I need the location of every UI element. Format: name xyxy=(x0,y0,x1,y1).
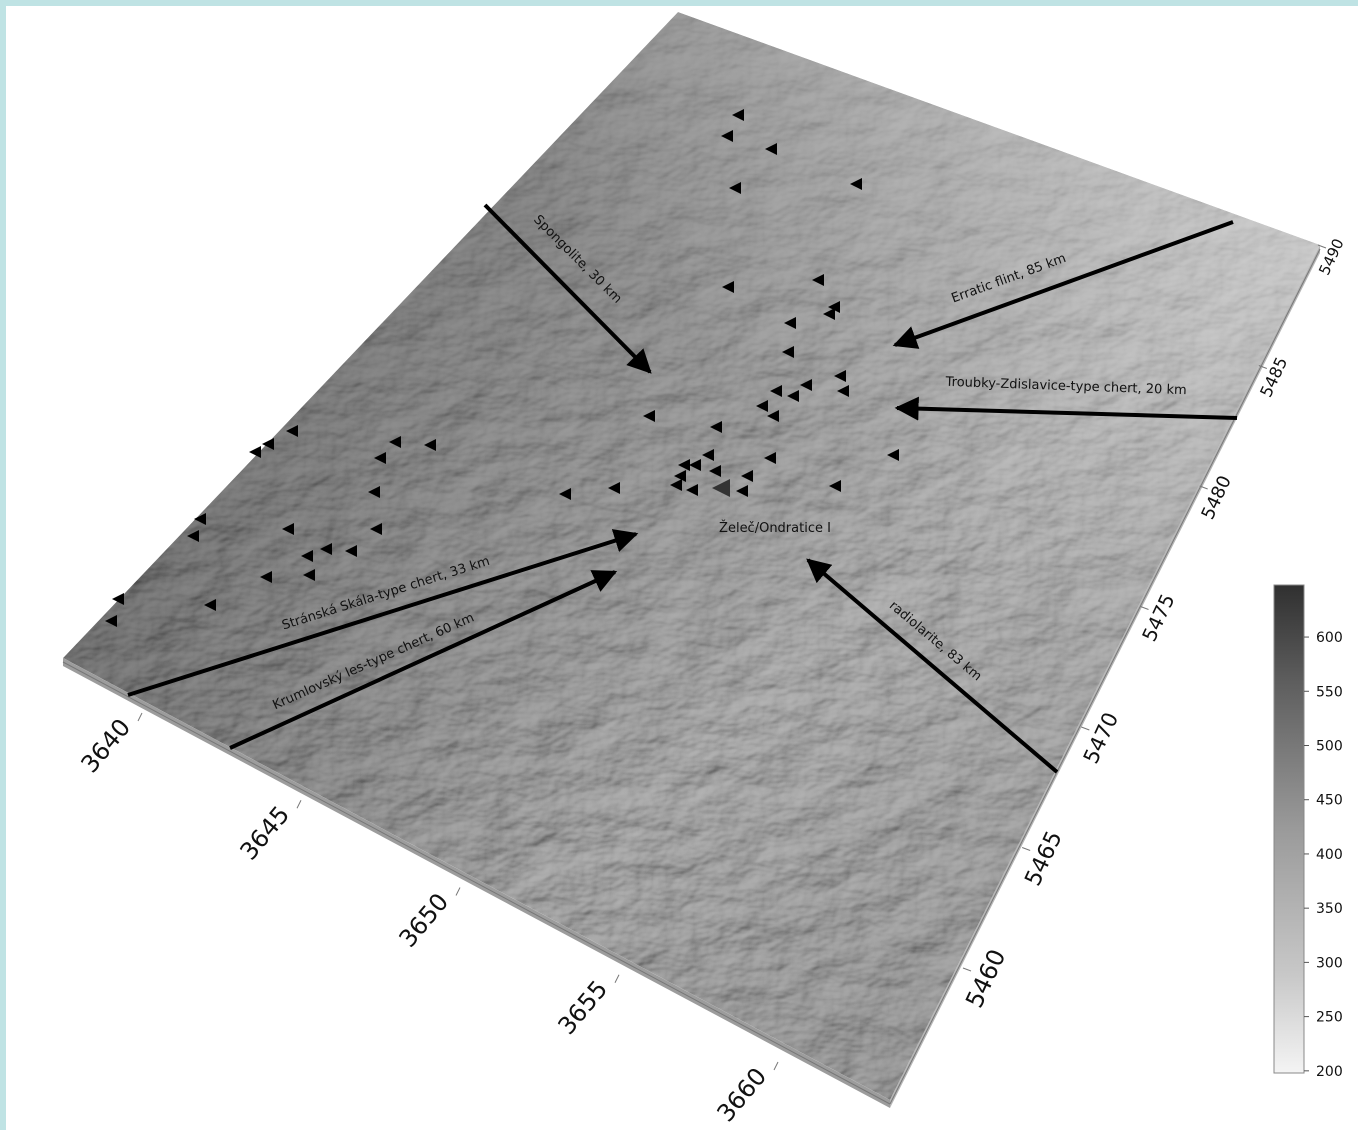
y-tick-label: 5465 xyxy=(1020,827,1068,890)
terrain-light xyxy=(63,12,1320,1100)
colorbar-tick-label: 500 xyxy=(1316,738,1343,754)
x-tick xyxy=(774,1062,778,1070)
y-tick xyxy=(1141,607,1149,610)
y-tick-label: 5490 xyxy=(1315,236,1347,278)
site-marker xyxy=(249,446,261,458)
y-tick xyxy=(1022,848,1030,851)
y-tick-label: 5460 xyxy=(960,945,1011,1012)
colorbar-tick-label: 300 xyxy=(1316,955,1343,971)
x-tick-label: 3640 xyxy=(76,713,137,778)
colorbar-tick-label: 250 xyxy=(1316,1010,1343,1026)
x-tick-label: 3660 xyxy=(712,1062,773,1127)
x-tick xyxy=(615,975,619,983)
colorbar-tick-label: 550 xyxy=(1316,684,1343,700)
y-tick xyxy=(963,968,971,971)
colorbar-tick-label: 350 xyxy=(1316,901,1343,917)
colorbar-tick-label: 450 xyxy=(1316,793,1343,809)
colorbar-tick-label: 400 xyxy=(1316,847,1343,863)
x-tick-label: 3645 xyxy=(235,801,296,866)
x-tick-label: 3655 xyxy=(553,975,614,1040)
x-tick xyxy=(297,800,301,808)
x-tick xyxy=(138,713,142,721)
page: {"map":{ "site_label":"Želeč/Ondratice I… xyxy=(0,0,1358,1130)
colorbar-tick-label: 200 xyxy=(1316,1064,1343,1080)
x-tick xyxy=(456,888,460,896)
y-tick xyxy=(1081,727,1089,730)
colorbar-tick-label: 600 xyxy=(1316,630,1343,646)
terrain xyxy=(63,12,1320,1100)
site-label: Želeč/Ondratice I xyxy=(719,520,831,536)
x-tick-label: 3650 xyxy=(394,888,455,953)
colorbar xyxy=(1274,585,1304,1073)
